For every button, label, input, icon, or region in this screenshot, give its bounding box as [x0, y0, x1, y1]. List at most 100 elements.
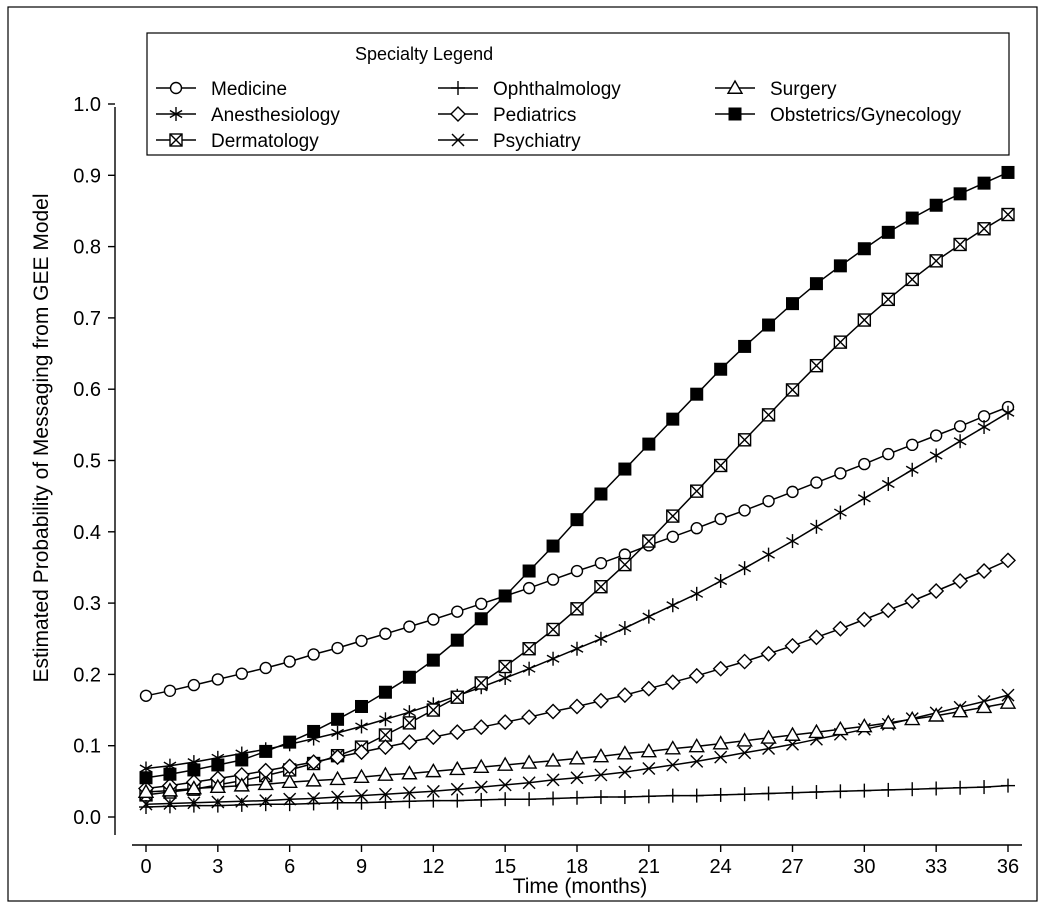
y-tick-label: 0.7 [73, 308, 101, 330]
data-point [211, 673, 225, 686]
data-point [570, 790, 584, 805]
data-point [451, 605, 464, 618]
data-point [425, 729, 442, 746]
data-point [728, 107, 742, 121]
series-pediatrics [138, 552, 1016, 797]
legend-item-dermatology: Dermatology [156, 131, 319, 152]
data-point [712, 660, 729, 677]
legend-label: Pediatrics [493, 105, 576, 126]
data-point [664, 674, 681, 691]
x-tick-label: 6 [284, 856, 295, 878]
data-point [307, 648, 320, 661]
x-tick-label: 15 [494, 856, 516, 878]
data-point [426, 653, 440, 667]
data-point [594, 556, 608, 570]
data-point [403, 620, 416, 633]
data-point [570, 602, 584, 616]
data-point [473, 758, 490, 774]
data-point [833, 335, 848, 349]
data-point [163, 684, 177, 697]
data-point [666, 509, 680, 523]
data-point [929, 254, 943, 268]
data-point [496, 756, 514, 771]
data-point [522, 581, 536, 595]
data-point [169, 107, 183, 121]
y-tick-label: 0.0 [73, 807, 101, 829]
data-point [522, 661, 536, 676]
data-point [353, 744, 370, 761]
data-point [450, 793, 465, 808]
data-point [905, 211, 919, 225]
data-point [690, 754, 704, 768]
data-point [161, 782, 179, 797]
series-obstetrics-gynecology [139, 165, 1015, 785]
data-point [857, 783, 872, 798]
data-point [498, 792, 513, 807]
data-point [953, 237, 967, 252]
data-point [809, 358, 824, 373]
data-point [833, 259, 847, 273]
y-tick-label: 1.0 [73, 94, 101, 116]
data-point [881, 225, 895, 239]
data-point [169, 133, 183, 147]
data-point [235, 753, 249, 767]
data-point [617, 790, 632, 805]
data-point [594, 487, 608, 501]
data-point [355, 789, 368, 803]
data-point [714, 362, 728, 376]
legend-label: Ophthalmology [493, 79, 621, 100]
data-point [594, 768, 608, 782]
x-ticks: 0 3 6 9 12 15 18 21 24 27 30 33 36 [140, 845, 1019, 878]
data-point [546, 539, 560, 553]
data-point [281, 773, 298, 789]
data-point [379, 627, 392, 640]
data-point [544, 752, 562, 767]
legend-items: Medicine Anesthesiology Dermatology Ophthal… [156, 79, 962, 152]
data-point [809, 785, 824, 800]
data-point [882, 447, 895, 461]
data-point [762, 547, 775, 562]
data-point [139, 797, 153, 811]
data-point [546, 622, 560, 637]
data-point [688, 738, 705, 753]
data-point [616, 745, 634, 760]
data-point [666, 598, 680, 613]
data-point [616, 687, 633, 704]
data-point [497, 714, 514, 731]
data-point [690, 586, 704, 601]
y-tick-label: 0.2 [73, 664, 101, 686]
data-point [618, 462, 632, 476]
data-point [953, 187, 967, 201]
y-axis-title: Estimated Probability of Messaging from … [30, 193, 53, 682]
data-point [952, 573, 969, 589]
data-point [760, 645, 777, 662]
x-tick-label: 30 [853, 856, 875, 878]
legend-title: Specialty Legend [355, 44, 493, 64]
data-point [187, 678, 201, 692]
y-tick-label: 0.4 [73, 522, 101, 544]
legend-label: Medicine [211, 79, 287, 100]
data-point [474, 676, 488, 690]
data-point [593, 790, 608, 805]
data-point [522, 776, 536, 790]
data-point [570, 641, 584, 656]
data-point [139, 771, 153, 785]
data-point [402, 670, 416, 684]
data-point [307, 724, 321, 738]
data-point [355, 634, 368, 648]
data-point [474, 612, 488, 626]
data-point [810, 476, 823, 489]
y-tick-label: 0.6 [73, 379, 101, 401]
data-point [738, 504, 751, 517]
x-tick-label: 12 [422, 856, 444, 878]
y-tick-label: 0.1 [73, 736, 101, 758]
data-point [953, 780, 968, 795]
x-tick-label: 9 [356, 856, 367, 878]
data-point [520, 754, 538, 769]
legend: Specialty Legend Medicine Anesthesiology D… [146, 32, 1010, 156]
data-point [618, 557, 632, 572]
data-point [331, 725, 344, 740]
y-tick-label: 0.3 [73, 593, 101, 615]
data-point [928, 582, 945, 599]
data-point [307, 791, 321, 805]
